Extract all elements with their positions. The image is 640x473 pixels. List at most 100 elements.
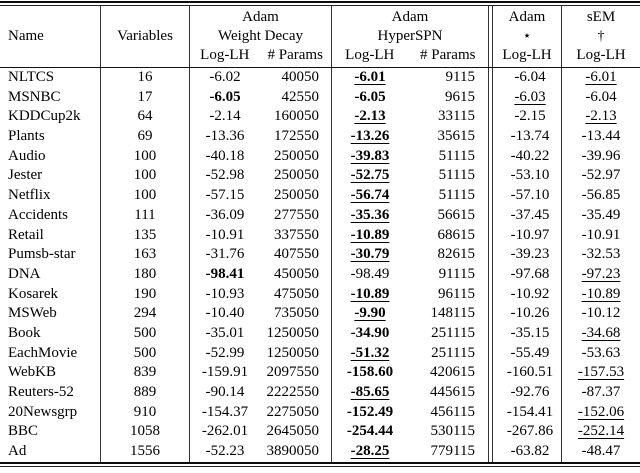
cell-weight-decay-params-value: 337550 [274, 226, 319, 243]
cell-sem-loglh-value: -97.23 [581, 265, 621, 282]
double-vertical-rule [489, 186, 493, 206]
cell-hyperspn-params: 33115 [408, 107, 489, 128]
cell-adam-star-loglh-value: -92.76 [510, 384, 550, 400]
cell-hyperspn-loglh: -98.49 [332, 265, 408, 285]
subheader-loglh: Log-LH [200, 47, 250, 63]
double-vertical-rule [489, 68, 493, 88]
cell-weight-decay-params: 2275050 [260, 402, 332, 423]
cell-name-value: Ad [8, 443, 27, 460]
cell-weight-decay-params: 277550 [260, 205, 332, 226]
cell-variables-value: 839 [133, 364, 157, 381]
cell-variables-value: 100 [133, 187, 157, 204]
cell-weight-decay-loglh: -57.15 [190, 186, 260, 206]
cell-adam-star-loglh-value: -10.26 [510, 305, 550, 322]
cell-sem-loglh-value: -39.96 [581, 147, 621, 164]
cell-name: WebKB [0, 363, 101, 383]
table-row: Retail 135 -10.91 337550 -10.89 68615 -10.97 -1… [0, 225, 640, 246]
cell-adam-star-loglh: -10.92 [493, 284, 562, 305]
cell-sem-loglh-value: -87.37 [581, 384, 621, 400]
cell-weight-decay-loglh-value: -10.40 [205, 305, 245, 322]
table-row: BBC 1058 -262.01 2645050 -254.44 530115 -267.8… [0, 422, 640, 443]
cell-sem-loglh-value: -252.14 [577, 423, 625, 440]
table-row: KDDCup2k 64 -2.14 160050 -2.13 33115 -2.15 -2.1… [0, 107, 640, 128]
cell-adam-star-loglh: -2.15 [493, 107, 562, 128]
cell-hyperspn-params: 420615 [408, 363, 489, 383]
cell-sem-loglh-value: -52.97 [581, 167, 621, 184]
cell-weight-decay-params-value: 1250050 [266, 324, 320, 341]
cell-name-value: Jester [8, 167, 43, 184]
cell-name: KDDCup2k [0, 107, 101, 128]
table-row: Netflix 100 -57.15 250050 -56.74 51115 -57.10 -… [0, 186, 640, 206]
cell-variables: 111 [101, 205, 190, 226]
cell-sem-loglh-value: -34.68 [581, 324, 621, 341]
cell-hyperspn-loglh: -10.89 [332, 226, 408, 246]
table-row: MSNBC 17 -6.05 42550 -6.05 9615 -6.03 -6.04 [0, 87, 640, 108]
cell-name-value: Plants [8, 128, 45, 145]
cell-variables-value: 500 [133, 344, 157, 361]
cell-weight-decay-params-value: 407550 [274, 246, 319, 263]
cell-name-value: Kosarek [8, 285, 58, 302]
cell-hyperspn-loglh: -28.25 [332, 442, 408, 462]
cell-adam-star-loglh: -37.45 [493, 205, 562, 226]
cell-variables-value: 69 [137, 128, 153, 145]
cell-sem-loglh-value: -32.53 [581, 246, 621, 263]
cell-name-value: DNA [8, 265, 41, 282]
cell-hyperspn-loglh-value: -6.01 [354, 69, 386, 85]
cell-adam-star-loglh-value: -55.49 [510, 344, 550, 361]
cell-adam-star-loglh-value: -40.22 [510, 147, 550, 164]
cell-hyperspn-params: 251115 [408, 343, 489, 364]
cell-adam-star-loglh: -13.74 [493, 127, 562, 147]
cell-hyperspn-loglh: -52.75 [332, 166, 408, 186]
cell-sem-loglh: -10.12 [562, 304, 640, 324]
cell-hyperspn-loglh-value: -6.05 [354, 88, 386, 105]
cell-variables: 17 [101, 87, 190, 108]
cell-hyperspn-params: 530115 [408, 422, 489, 443]
cell-hyperspn-loglh: -51.32 [332, 344, 408, 364]
cell-sem-loglh: -56.85 [562, 186, 640, 206]
table-row: Plants 69 -13.36 172550 -13.26 35615 -13.74 -13… [0, 127, 640, 147]
double-vertical-rule [489, 442, 493, 462]
cell-hyperspn-loglh: -39.83 [332, 147, 408, 167]
cell-hyperspn-loglh: -152.49 [332, 403, 408, 423]
cell-name: MSNBC [0, 87, 101, 108]
table-row: Book 500 -35.01 1250050 -34.90 251115 -35.15 -3… [0, 323, 640, 344]
cell-sem-loglh: -2.13 [562, 107, 640, 127]
cell-weight-decay-loglh: -98.41 [190, 265, 260, 285]
cell-sem-loglh: -252.14 [562, 422, 640, 442]
table-row: Kosarek 190 -10.93 475050 -10.89 96115 -10.92 -… [0, 284, 640, 305]
cell-name: Reuters-52 [0, 383, 101, 403]
column-group-adam-star: Adam ⋆ Log-LH [493, 6, 562, 67]
cell-hyperspn-params: 82615 [408, 245, 489, 265]
cell-sem-loglh-value: -10.12 [581, 305, 621, 322]
column-group-adam-hyperspn: Adam HyperSPN Log-LH # Params [332, 6, 489, 67]
cell-weight-decay-params: 160050 [260, 107, 332, 128]
cell-variables-value: 889 [133, 384, 157, 400]
cell-hyperspn-loglh: -254.44 [332, 422, 408, 442]
cell-weight-decay-loglh-value: -36.09 [205, 206, 245, 223]
cell-hyperspn-params: 35615 [408, 127, 489, 147]
cell-weight-decay-loglh: -262.01 [190, 422, 260, 442]
column-group-sem: sEM † Log-LH [562, 6, 640, 67]
cell-hyperspn-params: 91115 [408, 264, 489, 285]
cell-sem-loglh: -152.06 [562, 403, 640, 423]
cell-variables: 16 [101, 68, 190, 88]
cell-name-value: 20Newsgrp [8, 403, 78, 420]
cell-variables-value: 135 [133, 226, 157, 243]
cell-hyperspn-params: 148115 [408, 304, 489, 324]
cell-name-value: Netflix [8, 187, 51, 204]
cell-variables-value: 190 [133, 285, 157, 302]
cell-hyperspn-loglh-value: -34.90 [350, 324, 390, 341]
star-symbol: ⋆ [522, 29, 532, 44]
cell-adam-star-loglh-value: -63.82 [510, 443, 550, 460]
cell-weight-decay-params-value: 1250050 [266, 344, 320, 361]
cell-sem-loglh-value: -13.44 [581, 128, 621, 145]
dagger-symbol: † [597, 29, 605, 44]
cell-sem-loglh-value: -56.85 [581, 187, 621, 204]
group-line2: HyperSPN [377, 28, 443, 44]
cell-weight-decay-loglh: -31.76 [190, 245, 260, 265]
cell-weight-decay-loglh: -6.05 [190, 88, 260, 108]
cell-weight-decay-loglh-value: -154.37 [201, 403, 249, 420]
cell-hyperspn-params: 51115 [408, 146, 489, 167]
double-vertical-rule [489, 146, 493, 167]
cell-hyperspn-loglh: -6.05 [332, 88, 408, 108]
